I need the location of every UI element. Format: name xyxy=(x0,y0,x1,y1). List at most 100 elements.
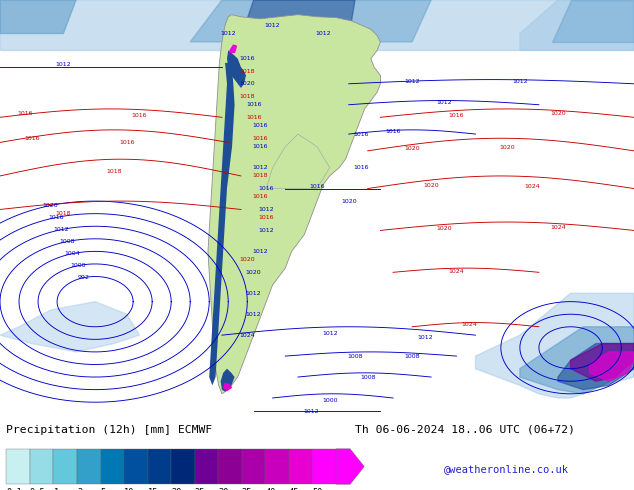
Polygon shape xyxy=(0,0,76,33)
Text: 1020: 1020 xyxy=(436,226,451,231)
Polygon shape xyxy=(241,0,355,38)
Text: 1020: 1020 xyxy=(240,257,255,262)
Text: 1020: 1020 xyxy=(424,183,439,188)
Text: 15: 15 xyxy=(148,488,158,490)
Bar xyxy=(124,449,148,484)
Text: 1012: 1012 xyxy=(259,228,274,233)
Text: 1012: 1012 xyxy=(252,249,268,254)
Text: 1016: 1016 xyxy=(385,129,401,134)
Bar xyxy=(77,449,101,484)
Text: 1016: 1016 xyxy=(132,113,147,118)
Text: 1016: 1016 xyxy=(119,140,134,145)
Text: 10: 10 xyxy=(124,488,134,490)
Polygon shape xyxy=(0,302,139,352)
Bar xyxy=(242,449,266,484)
Text: 1000: 1000 xyxy=(70,263,86,268)
Text: @weatheronline.co.uk: @weatheronline.co.uk xyxy=(444,465,569,474)
Polygon shape xyxy=(227,50,246,88)
Text: 50: 50 xyxy=(313,488,323,490)
Text: 45: 45 xyxy=(289,488,299,490)
Bar xyxy=(313,449,336,484)
Text: 1020: 1020 xyxy=(42,203,58,208)
Text: 1012: 1012 xyxy=(316,31,331,36)
Text: 1004: 1004 xyxy=(65,251,81,256)
Text: 1016: 1016 xyxy=(246,102,261,107)
Text: 1000: 1000 xyxy=(322,397,337,403)
Text: 1016: 1016 xyxy=(252,144,268,149)
Text: 1012: 1012 xyxy=(265,23,280,27)
Polygon shape xyxy=(209,63,235,386)
Text: 1018: 1018 xyxy=(240,69,255,74)
Polygon shape xyxy=(208,15,380,394)
Text: 1016: 1016 xyxy=(354,165,369,170)
Bar xyxy=(218,449,242,484)
Bar xyxy=(30,449,53,484)
Text: 35: 35 xyxy=(242,488,252,490)
Text: 25: 25 xyxy=(195,488,205,490)
Bar xyxy=(195,449,218,484)
Text: 1008: 1008 xyxy=(59,239,75,244)
Bar xyxy=(289,449,313,484)
Polygon shape xyxy=(571,343,634,381)
Text: 1018: 1018 xyxy=(56,211,71,216)
Polygon shape xyxy=(0,0,634,50)
Text: 1018: 1018 xyxy=(107,169,122,174)
FancyArrow shape xyxy=(336,449,365,484)
Text: 1012: 1012 xyxy=(56,62,71,68)
Text: 0.1: 0.1 xyxy=(6,488,22,490)
Text: 20: 20 xyxy=(171,488,182,490)
Polygon shape xyxy=(230,45,236,52)
Text: 1016: 1016 xyxy=(252,195,268,199)
Polygon shape xyxy=(558,343,634,390)
Text: 1024: 1024 xyxy=(550,224,566,230)
Text: 1012: 1012 xyxy=(322,331,337,336)
Text: 1018: 1018 xyxy=(252,173,268,178)
Text: 1024: 1024 xyxy=(449,269,464,274)
Text: 1008: 1008 xyxy=(360,375,375,380)
Polygon shape xyxy=(590,352,634,381)
Polygon shape xyxy=(520,327,634,394)
Text: 1016: 1016 xyxy=(449,113,464,118)
Text: 40: 40 xyxy=(266,488,276,490)
Text: 1012: 1012 xyxy=(303,409,318,414)
Text: 1016: 1016 xyxy=(246,115,261,120)
Text: 1016: 1016 xyxy=(259,215,274,221)
Bar xyxy=(53,449,77,484)
Text: 1008: 1008 xyxy=(404,354,420,360)
Bar xyxy=(6,449,30,484)
Text: 1008: 1008 xyxy=(347,354,363,359)
Polygon shape xyxy=(520,0,634,50)
Text: 1016: 1016 xyxy=(354,131,369,137)
Text: 1016: 1016 xyxy=(18,111,33,117)
Text: 1016: 1016 xyxy=(252,136,268,141)
Bar xyxy=(101,449,124,484)
Text: 1016: 1016 xyxy=(309,184,325,189)
Text: 1012: 1012 xyxy=(221,31,236,36)
Text: 1012: 1012 xyxy=(404,79,420,84)
Text: 2: 2 xyxy=(77,488,82,490)
Text: 1024: 1024 xyxy=(240,333,255,338)
Text: 5: 5 xyxy=(101,488,106,490)
Text: 1020: 1020 xyxy=(404,146,420,151)
Text: 992: 992 xyxy=(78,275,90,280)
Text: 1016: 1016 xyxy=(252,123,268,128)
Bar xyxy=(148,449,171,484)
Text: 1012: 1012 xyxy=(512,79,527,84)
Text: 1024: 1024 xyxy=(525,184,540,189)
Text: 1012: 1012 xyxy=(417,335,432,340)
Text: 1016: 1016 xyxy=(48,215,63,220)
Text: 1020: 1020 xyxy=(341,198,356,204)
Polygon shape xyxy=(221,368,235,392)
Text: 1024: 1024 xyxy=(462,322,477,327)
Bar xyxy=(171,449,195,484)
Polygon shape xyxy=(476,293,634,398)
Text: 1: 1 xyxy=(53,488,59,490)
Text: 1016: 1016 xyxy=(259,186,274,191)
Text: 1016: 1016 xyxy=(24,136,39,141)
Text: 1012: 1012 xyxy=(259,207,274,212)
Bar xyxy=(266,449,289,484)
Text: 1020: 1020 xyxy=(500,145,515,150)
Text: 1012: 1012 xyxy=(252,165,268,170)
Text: 0.5: 0.5 xyxy=(30,488,46,490)
Polygon shape xyxy=(190,0,431,42)
